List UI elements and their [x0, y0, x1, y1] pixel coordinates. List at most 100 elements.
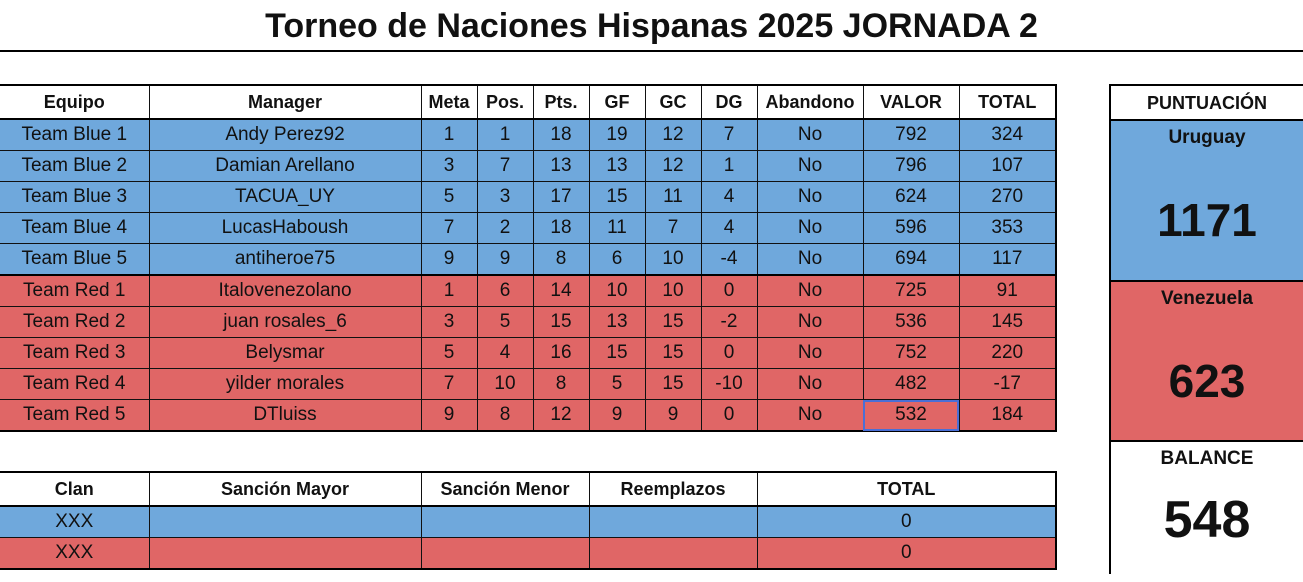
valor-cell[interactable]: 694 [862, 243, 960, 276]
gf-cell[interactable]: 6 [588, 243, 646, 276]
gf-cell[interactable]: 15 [588, 337, 646, 369]
col-header-clan[interactable]: Clan [0, 471, 150, 507]
valor-cell[interactable]: 536 [862, 306, 960, 338]
abandono-cell[interactable]: No [756, 150, 864, 182]
col-header-reemplazos[interactable]: Reemplazos [588, 471, 758, 507]
valor-cell[interactable]: 796 [862, 150, 960, 182]
gc-cell[interactable]: 9 [644, 399, 702, 432]
meta-cell[interactable]: 7 [420, 368, 478, 400]
total-cell[interactable]: 145 [958, 306, 1057, 338]
total-cell[interactable]: 270 [958, 181, 1057, 213]
pts-cell[interactable]: 12 [532, 399, 590, 432]
pts-cell[interactable]: 8 [532, 243, 590, 276]
meta-cell[interactable]: 5 [420, 181, 478, 213]
total-cell[interactable]: 353 [958, 212, 1057, 244]
meta-cell[interactable]: 9 [420, 399, 478, 432]
sancion-mayor-cell[interactable] [148, 505, 422, 538]
gf-cell[interactable]: 11 [588, 212, 646, 244]
manager-cell[interactable]: juan rosales_6 [148, 306, 422, 338]
pts-cell[interactable]: 14 [532, 274, 590, 307]
gf-cell[interactable]: 9 [588, 399, 646, 432]
gc-cell[interactable]: 7 [644, 212, 702, 244]
pos-cell[interactable]: 3 [476, 181, 534, 213]
team-a-score-block[interactable]: Uruguay 1171 [1111, 121, 1303, 282]
pos-cell[interactable]: 6 [476, 274, 534, 307]
abandono-cell[interactable]: No [756, 274, 864, 307]
manager-cell[interactable]: antiheroe75 [148, 243, 422, 276]
dg-cell[interactable]: 0 [700, 399, 758, 432]
pos-cell[interactable]: 8 [476, 399, 534, 432]
team-cell[interactable]: Team Blue 3 [0, 181, 150, 213]
team-cell[interactable]: Team Blue 5 [0, 243, 150, 276]
pts-cell[interactable]: 8 [532, 368, 590, 400]
gc-cell[interactable]: 15 [644, 368, 702, 400]
abandono-cell[interactable]: No [756, 118, 864, 151]
team-cell[interactable]: Team Blue 2 [0, 150, 150, 182]
manager-cell[interactable]: TACUA_UY [148, 181, 422, 213]
manager-cell[interactable]: yilder morales [148, 368, 422, 400]
total-cell[interactable]: 220 [958, 337, 1057, 369]
sancion-menor-cell[interactable] [420, 505, 590, 538]
gf-cell[interactable]: 5 [588, 368, 646, 400]
meta-cell[interactable]: 1 [420, 118, 478, 151]
col-header-equipo[interactable]: Equipo [0, 84, 150, 120]
dg-cell[interactable]: 0 [700, 274, 758, 307]
gc-cell[interactable]: 11 [644, 181, 702, 213]
team-cell[interactable]: Team Red 4 [0, 368, 150, 400]
gf-cell[interactable]: 19 [588, 118, 646, 151]
pts-cell[interactable]: 16 [532, 337, 590, 369]
meta-cell[interactable]: 9 [420, 243, 478, 276]
abandono-cell[interactable]: No [756, 243, 864, 276]
gc-cell[interactable]: 10 [644, 243, 702, 276]
abandono-cell[interactable]: No [756, 181, 864, 213]
dg-cell[interactable]: 4 [700, 212, 758, 244]
col-header-meta[interactable]: Meta [420, 84, 478, 120]
pts-cell[interactable]: 18 [532, 118, 590, 151]
col-header-abandono[interactable]: Abandono [756, 84, 864, 120]
dg-cell[interactable]: 0 [700, 337, 758, 369]
reemplazos-cell[interactable] [588, 537, 758, 570]
dg-cell[interactable]: 7 [700, 118, 758, 151]
pos-cell[interactable]: 9 [476, 243, 534, 276]
col-header-valor[interactable]: VALOR [862, 84, 960, 120]
valor-cell[interactable]: 624 [862, 181, 960, 213]
total-cell[interactable]: 0 [756, 505, 1057, 538]
pts-cell[interactable]: 15 [532, 306, 590, 338]
pos-cell[interactable]: 7 [476, 150, 534, 182]
team-b-score-block[interactable]: Venezuela 623 [1111, 282, 1303, 442]
dg-cell[interactable]: 4 [700, 181, 758, 213]
meta-cell[interactable]: 7 [420, 212, 478, 244]
pos-cell[interactable]: 1 [476, 118, 534, 151]
manager-cell[interactable]: Belysmar [148, 337, 422, 369]
abandono-cell[interactable]: No [756, 337, 864, 369]
dg-cell[interactable]: -10 [700, 368, 758, 400]
meta-cell[interactable]: 3 [420, 306, 478, 338]
pts-cell[interactable]: 18 [532, 212, 590, 244]
pts-cell[interactable]: 17 [532, 181, 590, 213]
pos-cell[interactable]: 10 [476, 368, 534, 400]
team-cell[interactable]: Team Blue 1 [0, 118, 150, 151]
manager-cell[interactable]: Andy Perez92 [148, 118, 422, 151]
valor-cell[interactable]: 725 [862, 274, 960, 307]
manager-cell[interactable]: Damian Arellano [148, 150, 422, 182]
manager-cell[interactable]: Italovenezolano [148, 274, 422, 307]
total-cell[interactable]: 107 [958, 150, 1057, 182]
col-header-total[interactable]: TOTAL [958, 84, 1057, 120]
abandono-cell[interactable]: No [756, 368, 864, 400]
dg-cell[interactable]: -2 [700, 306, 758, 338]
gf-cell[interactable]: 13 [588, 150, 646, 182]
gc-cell[interactable]: 10 [644, 274, 702, 307]
clan-cell[interactable]: XXX [0, 537, 150, 570]
col-header-sancion-mayor[interactable]: Sanción Mayor [148, 471, 422, 507]
team-cell[interactable]: Team Red 5 [0, 399, 150, 432]
pos-cell[interactable]: 2 [476, 212, 534, 244]
gf-cell[interactable]: 10 [588, 274, 646, 307]
dg-cell[interactable]: 1 [700, 150, 758, 182]
sancion-menor-cell[interactable] [420, 537, 590, 570]
abandono-cell[interactable]: No [756, 306, 864, 338]
manager-cell[interactable]: LucasHaboush [148, 212, 422, 244]
col-header-dg[interactable]: DG [700, 84, 758, 120]
col-header-gf[interactable]: GF [588, 84, 646, 120]
total-cell[interactable]: 117 [958, 243, 1057, 276]
total-cell[interactable]: 324 [958, 118, 1057, 151]
